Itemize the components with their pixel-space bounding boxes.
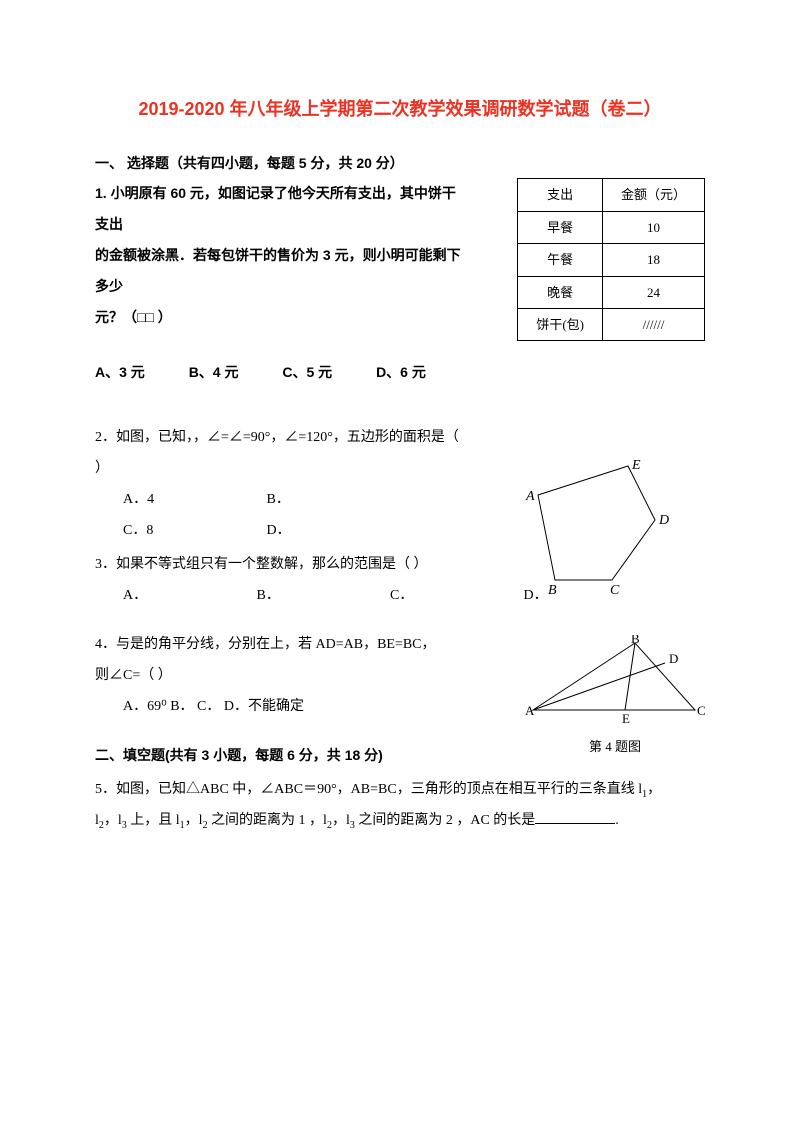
pentagon-label-d: D bbox=[658, 513, 669, 528]
q1-line1: 1. 小明原有 60 元，如图记录了他今天所有支出，其中饼干支出 bbox=[95, 178, 465, 240]
triangle-label-d: D bbox=[669, 651, 678, 666]
q1-table: 支出 金额（元） 早餐 10 午餐 18 晚餐 24 饼干(包) ////// bbox=[517, 178, 705, 341]
triangle-label-e: E bbox=[622, 711, 630, 725]
q5-text: ，l bbox=[332, 813, 350, 828]
table-cell: 18 bbox=[602, 244, 704, 276]
triangle-label-c: C bbox=[697, 703, 705, 718]
q2-option-a: A．4 bbox=[123, 485, 263, 516]
pentagon-label-a: A bbox=[525, 489, 535, 504]
q5-text: 之间的距离为 2 ，AC 的长是 bbox=[355, 813, 535, 828]
q5-text: 上，且 l bbox=[127, 813, 180, 828]
q1-line2: 的金额被涂黑．若每包饼干的售价为 3 元，则小明可能剩下多少 bbox=[95, 240, 465, 302]
table-cell: 10 bbox=[602, 211, 704, 243]
pentagon-label-c: C bbox=[610, 583, 620, 598]
q5-text: ，l bbox=[104, 813, 122, 828]
q5-text: 5．如图，已知△ABC 中，∠ABC＝90°，AB=BC，三角形的顶点在相互平行… bbox=[95, 782, 642, 797]
q1-option-b: B、4 元 bbox=[189, 364, 239, 380]
q2-option-d: D． bbox=[267, 516, 407, 547]
table-cell: 支出 bbox=[518, 179, 603, 211]
q3-option-a: A． bbox=[123, 581, 253, 612]
triangle-label-a: A bbox=[525, 703, 535, 718]
q5-text: . bbox=[615, 813, 619, 828]
table-cell: 晚餐 bbox=[518, 276, 603, 308]
table-cell: 24 bbox=[602, 276, 704, 308]
pentagon-label-e: E bbox=[631, 458, 641, 473]
table-cell: 饼干(包) bbox=[518, 308, 603, 340]
q4-line1: 4．与是的角平分线，分别在上，若 AD=AB，BE=BC， bbox=[95, 630, 495, 661]
q4-options: A．69⁰ B． C． D．不能确定 bbox=[95, 692, 495, 723]
q1-option-d: D、6 元 bbox=[376, 364, 426, 380]
table-cell: 午餐 bbox=[518, 244, 603, 276]
table-cell: 金额（元） bbox=[602, 179, 704, 211]
pentagon-figure: A E D C B bbox=[520, 458, 675, 598]
question-2: 2．如图，已知，，∠=∠=90°，∠=120°，五边形的面积是（ ） A．4 B… bbox=[95, 423, 705, 546]
q5-text: 之间的距离为 1 ，l bbox=[208, 813, 327, 828]
q1-line3: 元？（□□ ） bbox=[95, 302, 465, 333]
question-1: 1. 小明原有 60 元，如图记录了他今天所有支出，其中饼干支出 的金额被涂黑．… bbox=[95, 178, 705, 388]
table-cell: 早餐 bbox=[518, 211, 603, 243]
q4-caption: 第 4 题图 bbox=[525, 738, 705, 756]
q5-text: ， bbox=[647, 782, 661, 797]
q3-option-b: B． bbox=[257, 581, 387, 612]
q1-options: A、3 元 B、4 元 C、5 元 D、6 元 bbox=[95, 357, 705, 388]
triangle-label-b: B bbox=[631, 635, 640, 646]
q2-line2: ） bbox=[95, 454, 515, 485]
q1-option-a: A、3 元 bbox=[95, 364, 145, 380]
q3-option-c: C． bbox=[390, 581, 520, 612]
q5-text: ，l bbox=[185, 813, 203, 828]
q2-option-c: C．8 bbox=[123, 516, 263, 547]
q4-line2: 则∠C=（ ） bbox=[95, 661, 495, 692]
q1-option-c: C、5 元 bbox=[282, 364, 332, 380]
question-4: 4．与是的角平分线，分别在上，若 AD=AB，BE=BC， 则∠C=（ ） A．… bbox=[95, 630, 705, 722]
pentagon-label-b: B bbox=[548, 583, 557, 598]
q2-option-b: B． bbox=[267, 485, 407, 516]
question-5: 5．如图，已知△ABC 中，∠ABC＝90°，AB=BC，三角形的顶点在相互平行… bbox=[95, 775, 705, 837]
fill-blank bbox=[535, 810, 615, 824]
triangle-figure: A B C D E bbox=[525, 635, 705, 725]
section-1-header: 一、 选择题（共有四小题，每题 5 分，共 20 分） bbox=[95, 148, 705, 179]
q2-line1: 2．如图，已知，，∠=∠=90°，∠=120°，五边形的面积是（ bbox=[95, 423, 515, 454]
table-cell: ////// bbox=[602, 308, 704, 340]
page-title: 2019-2020 年八年级上学期第二次教学效果调研数学试题（卷二） bbox=[95, 90, 705, 130]
